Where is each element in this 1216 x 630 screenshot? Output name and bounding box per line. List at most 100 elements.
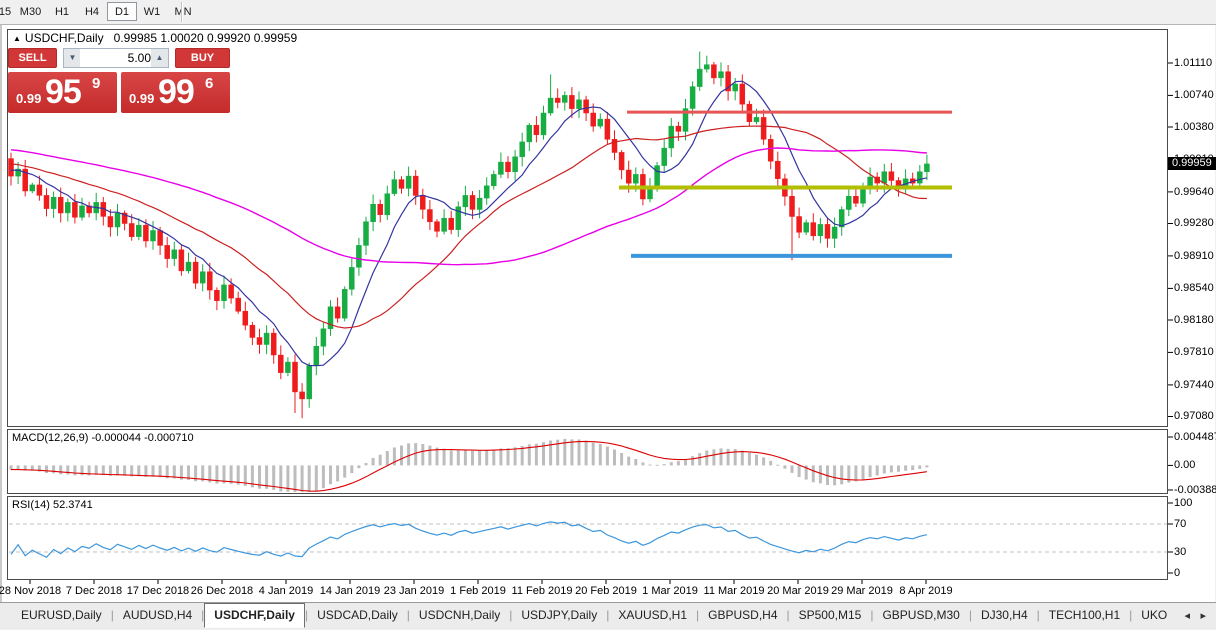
rsi-tick-label: 0 <box>1174 567 1181 579</box>
tab-separator: | <box>606 608 610 622</box>
date-label: 1 Mar 2019 <box>642 585 698 597</box>
tab-gbpusd-m30[interactable]: GBPUSD,M30 <box>882 608 960 622</box>
price-tick-label: 0.99280 <box>1174 217 1214 229</box>
timeframe-m15-button[interactable]: 15 <box>0 2 14 21</box>
chevron-up-icon: ▲ <box>155 53 164 62</box>
tab-gbpusd-h4[interactable]: GBPUSD,H4 <box>708 608 778 622</box>
sell-price-big-digits: 95 <box>45 73 82 111</box>
tab-usdchf-daily[interactable]: USDCHF,Daily <box>204 603 305 628</box>
tab-scroll-left-icon[interactable]: ◂ <box>1184 610 1190 622</box>
price-tick-label: 0.97080 <box>1174 410 1214 422</box>
chevron-down-icon: ▼ <box>68 53 77 62</box>
price-tick-label: 0.98910 <box>1174 250 1214 262</box>
timeframe-d1-button[interactable]: D1 <box>107 2 137 21</box>
rsi-tick-label: 30 <box>1174 546 1187 558</box>
price-tick-label: 1.01110 <box>1174 57 1213 69</box>
price-tick-label: 1.00380 <box>1174 121 1214 133</box>
ma-8-line <box>10 80 928 367</box>
date-label: 4 Jan 2019 <box>258 585 314 597</box>
timeframe-h4-button[interactable]: H4 <box>77 2 107 21</box>
macd-tick-label: -0.003883 <box>1174 484 1216 496</box>
date-label: 8 Apr 2019 <box>899 585 953 597</box>
buy-button[interactable]: BUY <box>175 48 230 68</box>
tab-tech100-h1[interactable]: TECH100,H1 <box>1048 608 1121 622</box>
chart-tab-bar: EURUSD,Daily | AUDUSD,H4 | USDCHF,Daily | USDC… <box>0 602 1216 629</box>
date-label: 7 Dec 2018 <box>65 585 123 597</box>
date-label: 20 Mar 2019 <box>767 585 829 597</box>
timeframe-w1-button[interactable]: W1 <box>137 2 167 21</box>
date-label: 14 Jan 2019 <box>319 585 381 597</box>
tab-separator: | <box>304 608 309 622</box>
sell-price-display[interactable]: 0.99 95 9 <box>8 72 117 113</box>
sell-price-prefix: 0.99 <box>16 91 42 106</box>
price-tick-label: 0.99640 <box>1174 186 1214 198</box>
tab-eurusd-daily[interactable]: EURUSD,Daily <box>21 608 102 622</box>
buy-price-big-digits: 99 <box>158 73 195 111</box>
tab-separator: | <box>406 608 410 622</box>
date-label: 28 Nov 2018 <box>0 585 62 597</box>
rsi-panel <box>7 496 1168 580</box>
tab-sp500-m15[interactable]: SP500,M15 <box>798 608 862 622</box>
macd-plot <box>9 438 929 492</box>
buy-price-prefix: 0.99 <box>129 91 155 106</box>
current-price-label: 0.99959 <box>1168 157 1216 170</box>
macd-tick-label: 0.00 <box>1174 459 1196 471</box>
price-tick-label: 0.98540 <box>1174 282 1214 294</box>
timeframe-toolbar: 15 M30 H1 H4 D1 W1 MN <box>0 0 1216 25</box>
rsi-tick-label: 100 <box>1174 497 1193 509</box>
sell-button[interactable]: SELL <box>8 48 57 68</box>
volume-input[interactable] <box>80 48 155 68</box>
date-label: 20 Feb 2019 <box>575 585 637 597</box>
date-label: 1 Feb 2019 <box>450 585 506 597</box>
tab-separator: | <box>509 608 513 622</box>
tab-dj30-h4[interactable]: DJ30,H4 <box>980 608 1028 622</box>
toolbar-separator <box>181 2 183 22</box>
tab-usdcnh-daily[interactable]: USDCNH,Daily <box>418 608 501 622</box>
date-label: 26 Dec 2018 <box>190 585 254 597</box>
macd-label: MACD(12,26,9) -0.000044 -0.000710 <box>12 432 194 444</box>
one-click-trading-panel: SELL ▼ ▲ BUY 0.99 95 9 0.99 99 6 <box>8 48 230 113</box>
tab-scroll-right-icon[interactable]: ▸ <box>1200 610 1206 622</box>
tab-separator: | <box>870 608 874 622</box>
rsi-tick-label: 70 <box>1174 518 1187 530</box>
date-label: 11 Mar 2019 <box>703 585 765 597</box>
buy-price-display[interactable]: 0.99 99 6 <box>121 72 230 113</box>
date-label: 23 Jan 2019 <box>383 585 445 597</box>
timeframe-m30-button[interactable]: M30 <box>14 2 47 21</box>
tab-separator: | <box>968 608 972 622</box>
timeframe-h1-button[interactable]: H1 <box>47 2 77 21</box>
tab-separator: | <box>786 608 790 622</box>
tab-audusd-h4[interactable]: AUDUSD,H4 <box>122 608 193 622</box>
tab-usdcad-daily[interactable]: USDCAD,Daily <box>317 608 398 622</box>
chart-symbol-label: USDCHF,Daily <box>24 31 104 45</box>
rsi-label: RSI(14) 52.3741 <box>12 499 93 511</box>
tab-separator: | <box>696 608 700 622</box>
tab-separator: | <box>1036 608 1040 622</box>
candles <box>8 51 952 419</box>
price-tick-label: 0.97810 <box>1174 346 1214 358</box>
tab-xauusd-h1[interactable]: XAUUSD,H1 <box>618 608 688 622</box>
volume-increase-button[interactable]: ▲ <box>151 48 169 68</box>
price-tick-label: 0.98180 <box>1174 314 1214 326</box>
tab-separator: | <box>1129 608 1133 622</box>
sell-price-pip-digit: 9 <box>92 75 101 92</box>
price-tick-label: 0.97440 <box>1174 379 1214 391</box>
chart-title: ▲ USDCHF,Daily 0.99985 1.00020 0.99920 0.9… <box>13 31 297 45</box>
date-label: 17 Dec 2018 <box>126 585 190 597</box>
ma-22-line <box>10 125 927 329</box>
date-label: 29 Mar 2019 <box>831 585 893 597</box>
price-tick-label: 1.00740 <box>1174 89 1214 101</box>
tab-separator: | <box>110 608 114 622</box>
collapse-triangle-icon: ▲ <box>13 34 21 43</box>
chart-ohlc-values: 0.99985 1.00020 0.99920 0.99959 <box>113 31 298 45</box>
rsi-plot <box>9 521 1167 559</box>
date-label: 11 Feb 2019 <box>511 585 573 597</box>
macd-tick-label: 0.004487 <box>1174 431 1216 443</box>
ma-55-line <box>10 147 927 266</box>
tab-uko[interactable]: UKO <box>1141 608 1168 622</box>
buy-price-pip-digit: 6 <box>205 75 214 92</box>
tab-usdjpy-daily[interactable]: USDJPY,Daily <box>521 608 598 622</box>
tab-separator: | <box>201 608 205 622</box>
